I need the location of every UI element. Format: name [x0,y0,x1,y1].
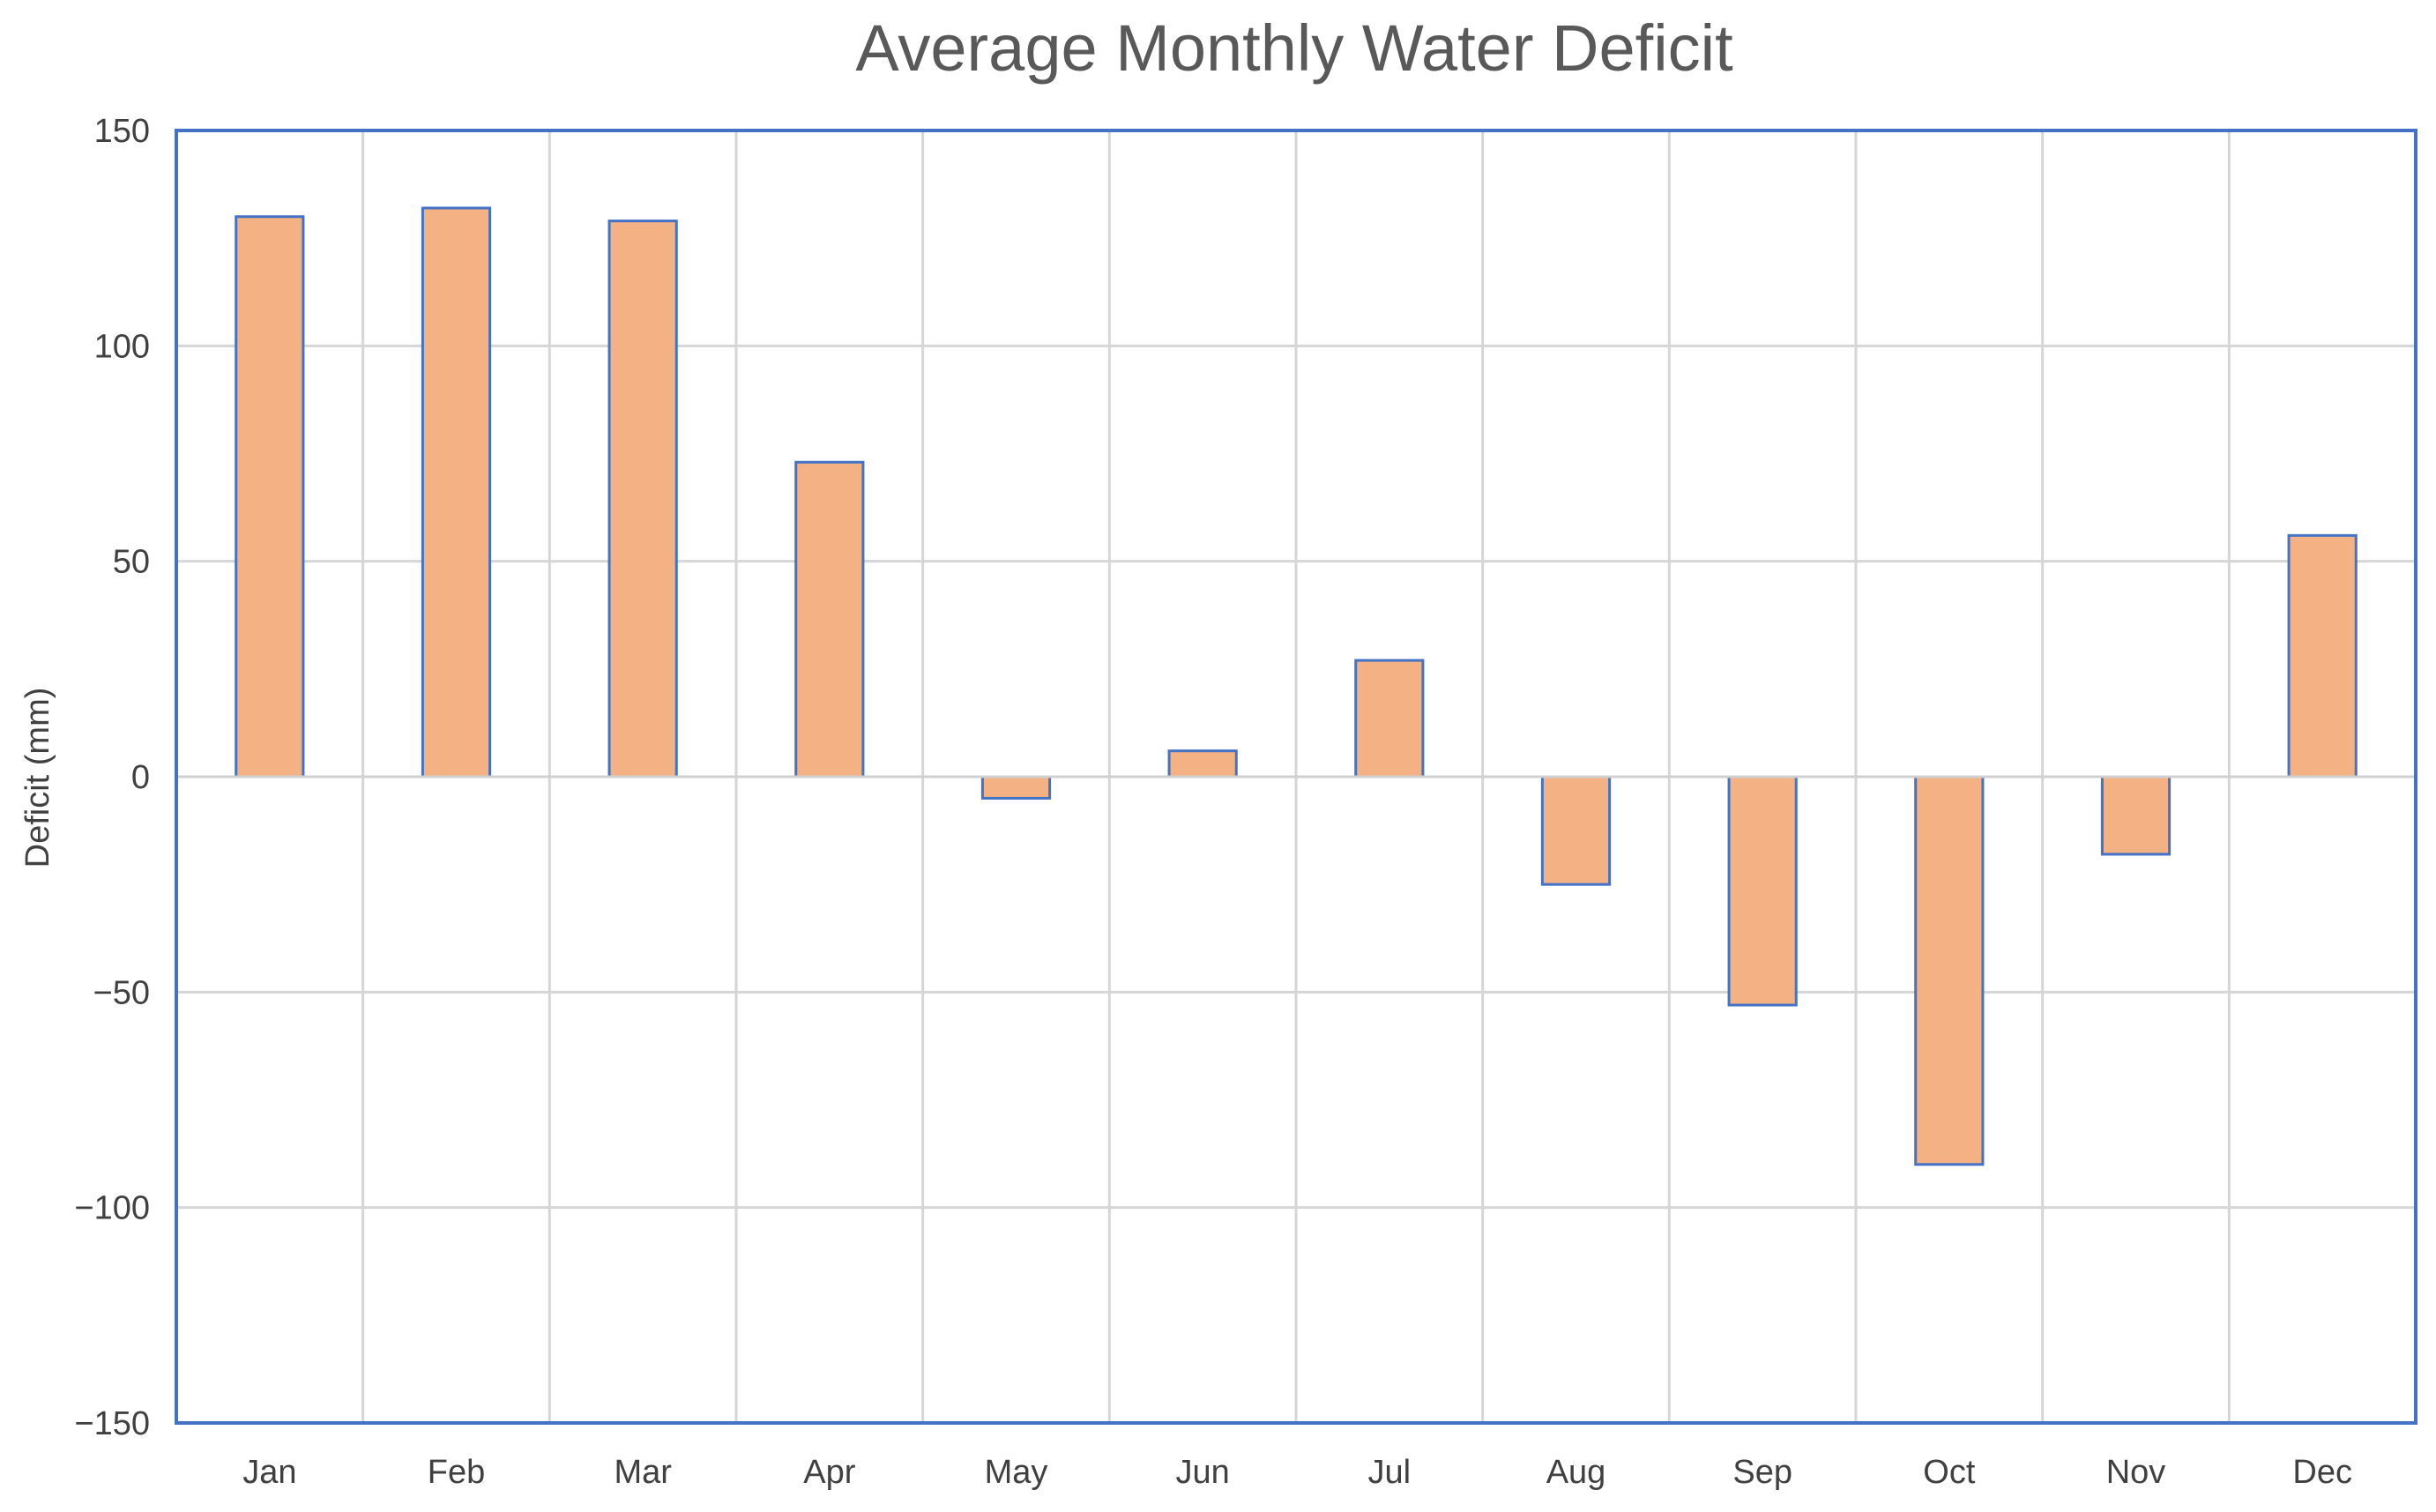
chart-title: Average Monthly Water Deficit [855,11,1733,85]
x-tick-label-apr: Apr [803,1454,855,1491]
x-tick-label-mar: Mar [614,1454,672,1491]
bar-feb [421,206,492,778]
bar-aug [1540,775,1612,886]
bar-dec [2287,533,2358,778]
y-tick-label: −150 [74,1405,150,1442]
bar-jun [1167,749,1238,778]
bar-nov [2100,775,2172,856]
x-tick-label-aug: Aug [1546,1454,1606,1491]
bar-apr [794,460,865,778]
x-tick-label-jan: Jan [242,1454,296,1491]
bar-may [980,775,1052,800]
x-tick-label-may: May [985,1454,1048,1491]
x-tick-labels: Jan Feb Mar Apr May Jun Jul Aug Sep Oct Nov Dec [242,1454,2352,1491]
y-tick-label: 0 [131,759,150,796]
x-tick-label-jun: Jun [1176,1454,1230,1491]
bar-mar [607,220,678,778]
bar-oct [1914,775,1985,1166]
y-tick-label: 50 [113,544,150,581]
y-tick-label: −50 [93,974,150,1011]
bar-jan [235,215,305,778]
x-tick-label-nov: Nov [2106,1454,2166,1491]
x-tick-label-oct: Oct [1923,1454,1976,1491]
y-tick-label: 150 [94,113,150,150]
y-axis-label: Deficit (mm) [19,688,56,868]
plot-frame [175,129,2417,1425]
x-tick-label-jul: Jul [1368,1454,1412,1491]
bar-jul [1354,659,1425,778]
y-tick-label: 100 [94,328,150,365]
y-tick-label: −100 [74,1190,150,1227]
y-tick-labels: 150 100 50 0 −50 −100 −150 [74,113,150,1442]
x-tick-label-sep: Sep [1732,1454,1792,1491]
bar-sep [1727,775,1798,1007]
bars [235,206,2358,1166]
x-tick-label-dec: Dec [2292,1454,2352,1491]
x-tick-label-feb: Feb [428,1454,485,1491]
